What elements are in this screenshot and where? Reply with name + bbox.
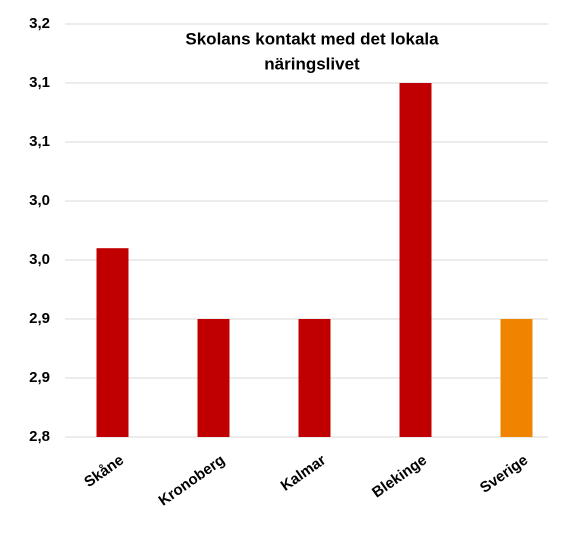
x-tick-label: Blekinge xyxy=(369,452,430,502)
x-tick-label: Sverige xyxy=(477,452,531,497)
y-tick-label: 3,2 xyxy=(29,15,50,32)
bar xyxy=(197,319,230,437)
y-tick-label: 2,9 xyxy=(29,369,50,386)
chart-title: näringslivet xyxy=(264,54,360,73)
chart-title: Skolans kontakt med det lokala xyxy=(185,29,439,48)
y-tick-label: 3,0 xyxy=(29,192,50,209)
y-tick-label: 3,0 xyxy=(29,251,50,268)
x-tick-label: Kronoberg xyxy=(156,452,229,510)
y-tick-label: 2,9 xyxy=(29,310,50,327)
y-tick-label: 2,8 xyxy=(29,428,50,445)
x-tick-label: Kalmar xyxy=(278,452,330,495)
bar xyxy=(96,248,129,437)
bar xyxy=(298,319,331,437)
y-tick-label: 3,1 xyxy=(29,74,50,91)
x-tick-label: Skåne xyxy=(81,452,127,491)
bar xyxy=(500,319,533,437)
y-tick-label: 3,1 xyxy=(29,133,50,150)
bar xyxy=(399,83,432,437)
